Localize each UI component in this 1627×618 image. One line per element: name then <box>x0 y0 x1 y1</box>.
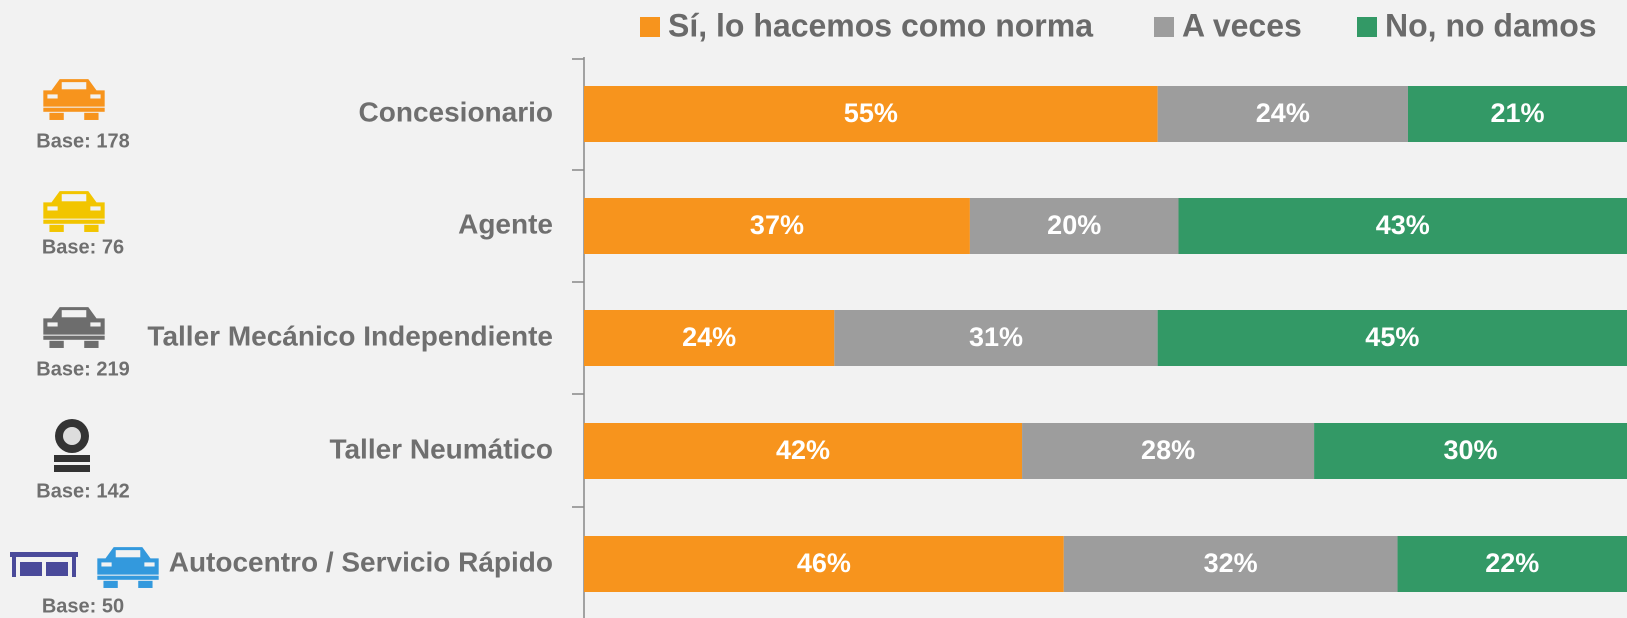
mechanic-icon <box>43 307 105 348</box>
category-label: Taller Neumático <box>329 433 553 464</box>
value-label: 21% <box>1490 98 1544 128</box>
category-label: Agente <box>458 208 553 239</box>
value-label: 42% <box>776 435 830 465</box>
bar-segment <box>584 536 1064 592</box>
value-label: 45% <box>1365 322 1419 352</box>
agent-icon <box>43 191 105 232</box>
legend-swatch <box>1154 17 1174 37</box>
value-label: 22% <box>1485 548 1539 578</box>
base-label: Base: 219 <box>36 358 129 380</box>
bar-segment <box>1063 536 1398 592</box>
value-label: 43% <box>1376 210 1430 240</box>
category-label: Concesionario <box>359 96 553 127</box>
tire-icon <box>54 419 90 472</box>
base-label: Base: 178 <box>36 130 129 152</box>
value-label: 32% <box>1204 548 1258 578</box>
legend-swatch <box>640 17 660 37</box>
bar-segment <box>1407 86 1627 142</box>
legend-label: No, no damos <box>1385 7 1597 43</box>
legend-swatch <box>1357 17 1377 37</box>
category-label: Autocentro / Servicio Rápido <box>169 546 553 577</box>
bar-segment <box>1022 423 1315 479</box>
value-label: 55% <box>844 98 898 128</box>
bar-segment <box>584 198 970 254</box>
value-label: 28% <box>1141 435 1195 465</box>
value-label: 24% <box>682 322 736 352</box>
value-label: 46% <box>797 548 851 578</box>
bar-segment <box>1157 310 1627 366</box>
base-label: Base: 50 <box>42 595 124 617</box>
separators <box>572 58 584 508</box>
bar-segment <box>584 310 835 366</box>
dealer-icon <box>43 79 105 120</box>
bar-segment <box>969 198 1179 254</box>
base-label: Base: 142 <box>36 480 129 502</box>
category-label: Taller Mecánico Independiente <box>147 320 553 351</box>
value-label: 37% <box>750 210 804 240</box>
value-label: 20% <box>1047 210 1101 240</box>
base-label: Base: 76 <box>42 236 124 258</box>
icons <box>10 79 159 588</box>
bar-segment <box>584 86 1158 142</box>
bar-segment <box>1314 423 1627 479</box>
value-label: 30% <box>1444 435 1498 465</box>
value-label: 31% <box>969 322 1023 352</box>
bar-segment <box>834 310 1158 366</box>
legend-label: Sí, lo hacemos como norma <box>668 7 1093 43</box>
bar-segment <box>1157 86 1408 142</box>
bar-segment <box>1178 198 1627 254</box>
quick-service-icon <box>97 547 159 588</box>
legend-label: A veces <box>1182 7 1302 43</box>
value-label: 24% <box>1256 98 1310 128</box>
bar-segment <box>1397 536 1627 592</box>
bar-segment <box>584 423 1023 479</box>
garage-icon <box>10 552 78 577</box>
